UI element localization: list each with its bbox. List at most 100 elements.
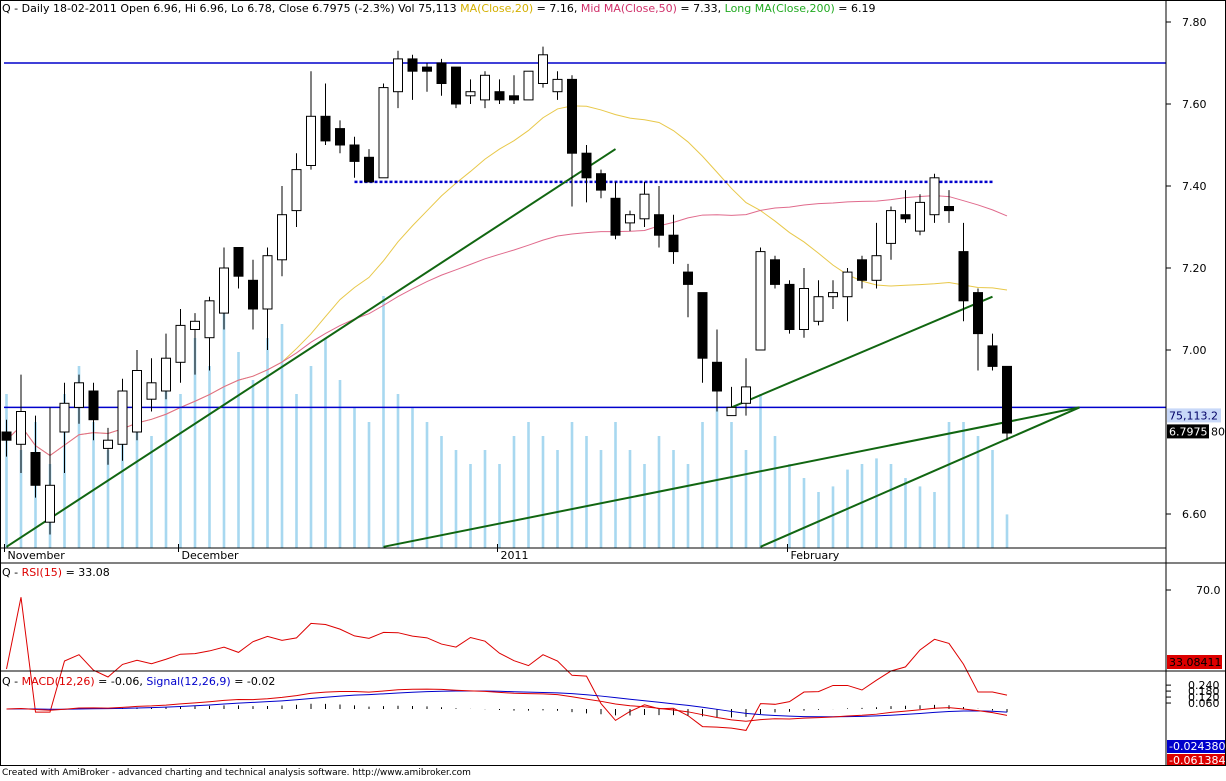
volume-bar: [396, 394, 400, 548]
volume-bar: [150, 436, 153, 548]
candle-down: [349, 144, 360, 162]
candle-down: [958, 251, 969, 302]
signal-value-label: -0.024380: [1169, 740, 1225, 753]
price-pane: [1, 46, 1166, 548]
volume-bar: [1005, 514, 1009, 548]
ma200-value: = 6.19: [834, 2, 876, 15]
volume-bar: [701, 422, 704, 548]
volume-bar: [411, 408, 414, 548]
volume-bar: [628, 450, 632, 548]
macd-tick-label: 0.240: [1188, 679, 1220, 692]
volume-bar: [193, 338, 197, 548]
candle-up: [915, 201, 925, 232]
rsi-header: Q - RSI(15) = 33.08: [2, 566, 110, 579]
candle-up: [190, 320, 200, 330]
volume-bar: [918, 486, 922, 548]
macd-tick-label: 0.120: [1188, 691, 1220, 704]
volume-bar: [570, 422, 574, 548]
candle-down: [494, 91, 505, 101]
price-header: Q - Daily 18-02-2011 Open 6.96, Hi 6.96,…: [2, 2, 876, 15]
rsi-tick-label: 70.0: [1196, 584, 1221, 597]
trendline: [760, 406, 1080, 548]
macd-prefix: Q -: [2, 675, 22, 688]
candle-up: [813, 296, 824, 322]
volume-bar: [106, 450, 110, 548]
candle-down: [712, 361, 722, 392]
price-tick-label: 7.60: [1182, 98, 1207, 111]
candle-up: [625, 214, 635, 224]
macd-tick-label: 0.060: [1188, 697, 1220, 710]
ma200-name: Long MA(Close,200): [724, 2, 835, 15]
volume-bar: [77, 366, 81, 548]
macd-value-box: [1167, 754, 1225, 765]
volume-bar: [382, 296, 385, 548]
price-tick-label: 7.00: [1182, 344, 1207, 357]
volume-bar: [904, 478, 907, 548]
candle-down: [596, 173, 606, 191]
volume-value-label: 75,113.2: [1169, 409, 1218, 422]
trendline: [731, 295, 993, 409]
candle-down: [567, 78, 577, 154]
candle-up: [16, 411, 26, 445]
candle-up: [175, 324, 186, 363]
volume-bar: [614, 422, 617, 548]
candle-down: [320, 115, 331, 142]
candle-up: [262, 255, 273, 310]
volume-bar: [251, 380, 255, 548]
trendline: [383, 406, 1080, 548]
volume-bar: [512, 436, 516, 548]
macd-header: Q - MACD(12,26) = -0.06, Signal(12,26,9)…: [2, 675, 275, 688]
volume-bar: [338, 380, 342, 548]
candle-up: [74, 382, 84, 408]
candle-down: [30, 452, 41, 486]
macd-line: [6, 688, 1008, 722]
candle-up: [886, 210, 896, 244]
volume-bar: [469, 464, 472, 548]
candle-down: [973, 292, 983, 335]
volume-bar: [440, 436, 443, 548]
candle-up: [204, 300, 215, 339]
x-tick-label: December: [182, 549, 240, 562]
trendline: [5, 148, 617, 548]
candle-up: [117, 390, 128, 445]
volume-bar: [744, 450, 748, 548]
candle-down: [335, 128, 345, 146]
volume-bar: [962, 422, 965, 548]
candle-up: [523, 70, 534, 101]
candle-down: [770, 259, 780, 285]
candle-up: [929, 177, 940, 216]
candle-down: [654, 214, 664, 236]
candle-down: [1002, 365, 1012, 434]
candle-up: [741, 386, 751, 404]
candle-up: [552, 78, 563, 93]
candle-up: [799, 288, 809, 330]
footer-credit: Created with AmiBroker - advanced charti…: [2, 768, 471, 778]
candle-up: [59, 402, 70, 433]
candle-up: [465, 91, 476, 97]
candle-down: [1, 431, 12, 441]
volume-bar: [179, 394, 182, 548]
candle-up: [538, 54, 548, 84]
macd-value-label: -0.061384: [1169, 754, 1225, 767]
rsi-prefix: Q -: [2, 566, 22, 579]
volume-bar: [556, 450, 559, 548]
candle-down: [364, 156, 374, 183]
volume-bar: [454, 450, 458, 548]
candle-down: [668, 234, 679, 253]
ma50-value: = 7.33,: [676, 2, 725, 15]
candle-down: [944, 206, 954, 212]
candle-up: [45, 484, 55, 523]
x-tick-label: 2011: [501, 549, 529, 562]
price-tick-label: 7.40: [1182, 180, 1207, 193]
candle-down: [857, 259, 867, 281]
rsi-line: [6, 597, 1008, 731]
volume-bar: [498, 464, 501, 548]
volume-bar: [831, 486, 835, 548]
volume-bar: [599, 450, 603, 548]
macd-tick-label: 0.180: [1188, 685, 1220, 698]
candle-up: [639, 193, 650, 220]
candle-down: [88, 390, 99, 421]
rsi-name: RSI(15): [21, 566, 63, 579]
